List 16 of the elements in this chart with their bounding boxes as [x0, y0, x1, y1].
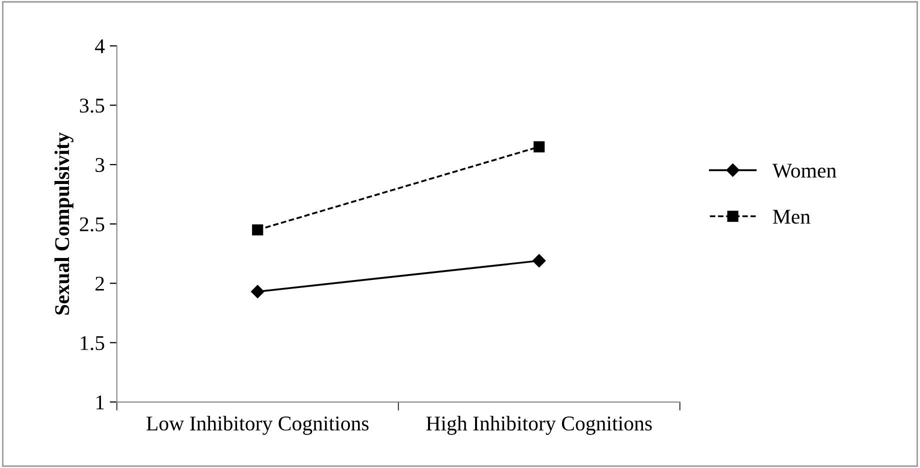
point [252, 224, 264, 236]
point [534, 141, 545, 152]
x-tick-label: High Inhibitory Cognitions [426, 416, 652, 435]
y-tick-label: 4 [95, 39, 105, 54]
y-axis-title: Sexual Compulsivity [54, 132, 74, 315]
point [532, 254, 546, 268]
y-tick-label: 1.5 [80, 336, 104, 350]
point [251, 285, 264, 298]
y-tick-label: 2 [96, 276, 104, 291]
y-tick-label: 2.5 [80, 217, 104, 232]
x-tick-label: Low Inhibitory Cognitions [146, 416, 369, 435]
legend-label: Women [772, 164, 836, 178]
legend-label: Men [772, 210, 810, 224]
y-tick-label: 3.5 [80, 98, 104, 113]
y-tick-label: 1 [96, 395, 104, 410]
y-tick-label: 3 [96, 158, 104, 172]
